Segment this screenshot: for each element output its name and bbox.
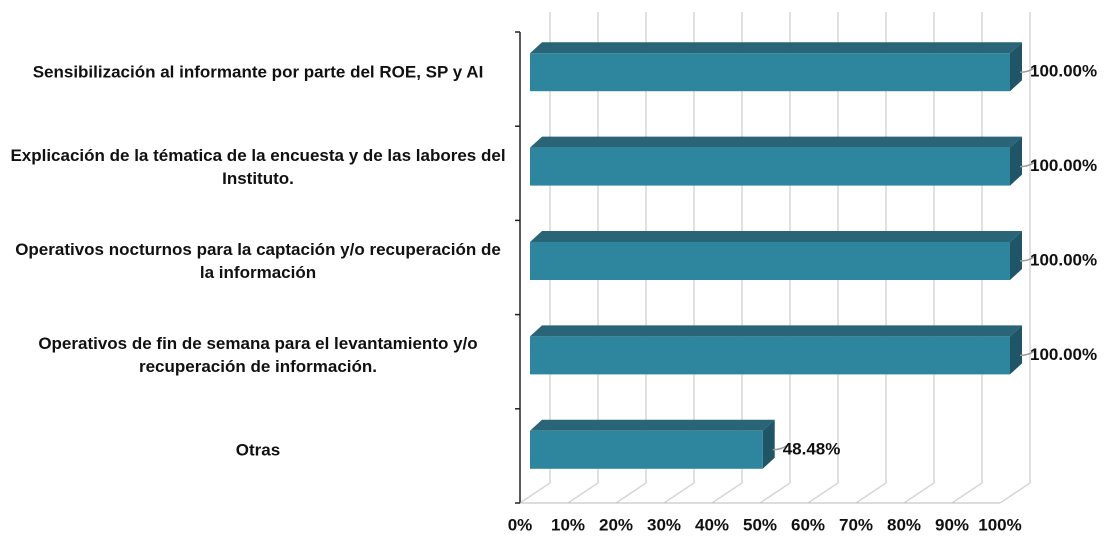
value-label: 48.48% (783, 439, 841, 458)
bar (530, 336, 1010, 375)
floor-grid-line (519, 482, 551, 504)
bar-top (530, 231, 1022, 242)
bar-side (1010, 325, 1022, 375)
bar-side (1010, 136, 1022, 186)
leader-line (1019, 350, 1035, 357)
bar (530, 53, 1010, 92)
floor-grid-line (903, 482, 935, 504)
x-tick-label: 40% (695, 515, 729, 534)
floor-grid-line (807, 482, 839, 504)
bar-side (1010, 231, 1022, 280)
floor-grid-line (567, 482, 599, 504)
floor-grid-line (759, 482, 791, 504)
x-tick-label: 50% (743, 515, 777, 534)
category-label: Operativos de fin de semana para el leva… (38, 334, 478, 377)
category-label: Otras (235, 440, 281, 460)
bar-top (530, 136, 1022, 148)
leader-line (1019, 161, 1035, 168)
floor-grid-line (951, 482, 983, 504)
x-tick-label: 100% (978, 515, 1021, 534)
bar (530, 147, 1010, 186)
x-tick-label: 30% (647, 515, 681, 534)
floor-grid-line (615, 482, 647, 504)
leader-line (1019, 256, 1035, 262)
leader-line (1019, 67, 1035, 73)
x-tick-label: 60% (791, 515, 825, 534)
bar-side (1010, 42, 1022, 92)
value-label: 100.00% (1030, 345, 1097, 364)
value-label: 100.00% (1030, 250, 1097, 269)
floor-grid-line (711, 482, 743, 504)
floor-grid-line (663, 482, 695, 504)
value-label: 100.00% (1030, 156, 1097, 175)
floor-grid-line (855, 482, 887, 504)
x-tick-label: 90% (935, 515, 969, 534)
x-tick-label: 10% (551, 515, 585, 534)
floor-grid-line (999, 482, 1031, 504)
x-tick-label: 20% (599, 515, 633, 534)
bar (530, 430, 763, 469)
category-label: Operativos nocturnos para la captación y… (15, 240, 501, 282)
bar-top (530, 42, 1022, 54)
bar-top (530, 325, 1022, 337)
category-label: Explicación de la tématica de la encuest… (10, 145, 506, 188)
bar (530, 242, 1010, 280)
category-label: Sensibilización al informante por parte … (32, 62, 484, 82)
leader-line (772, 445, 788, 451)
bar-side (762, 419, 775, 469)
x-tick-label: 0% (508, 515, 533, 534)
x-tick-label: 80% (887, 515, 921, 534)
value-label: 100.00% (1030, 62, 1097, 81)
bar-top (530, 419, 775, 431)
x-tick-label: 70% (839, 515, 873, 534)
